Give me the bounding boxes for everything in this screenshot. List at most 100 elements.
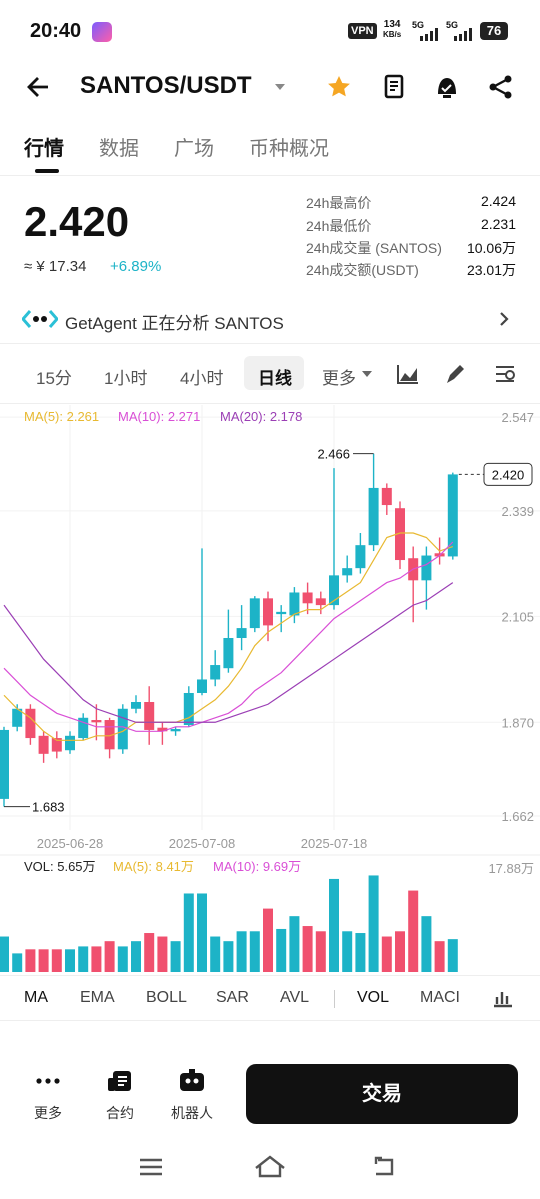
candle-body	[421, 555, 432, 581]
net-type: 5G	[446, 20, 459, 30]
volume-bar	[395, 931, 405, 972]
bottom-action[interactable]: 合约	[106, 1105, 134, 1121]
volume-bar	[157, 936, 168, 972]
more-icon	[36, 1078, 60, 1084]
indicator-tab[interactable]: EMA	[80, 989, 115, 1006]
volume-bar	[329, 878, 339, 972]
divider	[0, 1020, 540, 1021]
agent-banner[interactable]: GetAgent 正在分析 SANTOS	[65, 314, 284, 333]
chart-type-icon[interactable]	[396, 363, 420, 385]
indicator-tab[interactable]: BOLL	[146, 989, 187, 1006]
candle-body	[12, 708, 23, 727]
legend-entry: MA(20): 2.178	[220, 409, 302, 424]
y-tick-label: 2.547	[501, 410, 534, 425]
tab[interactable]: 数据	[99, 138, 139, 160]
vol-tick-label: 17.88万	[488, 861, 534, 876]
back-button[interactable]	[26, 74, 52, 100]
candle-body	[104, 720, 115, 750]
tab[interactable]: 币种概况	[249, 138, 329, 160]
candle-body	[131, 702, 141, 709]
dropdown-arrow	[275, 84, 285, 90]
x-tick-label: 2025-06-28	[37, 836, 104, 851]
volume-bar	[25, 949, 36, 972]
indicator-tab[interactable]: AVL	[280, 989, 310, 1006]
volume-bar	[434, 941, 445, 972]
interval[interactable]: 更多	[322, 369, 356, 388]
volume-bar	[0, 936, 9, 972]
alert-icon[interactable]	[434, 74, 460, 100]
favorite-star[interactable]	[326, 74, 352, 100]
stat-label: 24h成交量 (SANTOS)	[306, 240, 442, 256]
volume-bar	[408, 890, 419, 972]
contract-icon	[108, 1071, 131, 1091]
chevron	[500, 312, 509, 326]
candle-body	[249, 598, 260, 629]
trade-button[interactable]: 交易	[246, 1064, 518, 1124]
status-time: 20:40	[30, 20, 82, 42]
volume-bar	[302, 926, 313, 972]
volume-bar	[117, 946, 128, 972]
last-price: 2.420	[24, 198, 130, 245]
legend-entry: MA(10): 2.271	[118, 409, 200, 424]
divider	[0, 343, 540, 344]
candle-body	[117, 708, 128, 750]
volume-bar	[447, 939, 458, 972]
candle-body	[329, 575, 339, 606]
pair-title[interactable]: SANTOS/USDT	[80, 72, 252, 99]
volume-bar	[78, 946, 89, 972]
interval[interactable]: 1小时	[104, 369, 148, 388]
bottom-action[interactable]: 更多	[34, 1105, 62, 1121]
candle-body	[144, 702, 155, 730]
settings-icon[interactable]	[494, 363, 516, 385]
candle-body	[355, 545, 366, 569]
volume-bar	[144, 933, 155, 972]
volume-bar	[197, 893, 207, 972]
volume-bar	[210, 936, 221, 972]
candle-body	[447, 474, 458, 557]
interval[interactable]: 15分	[36, 369, 72, 388]
candle-body	[65, 735, 75, 751]
indicator-settings[interactable]	[492, 988, 514, 1008]
volume-bar	[421, 916, 432, 972]
volume-bar	[315, 931, 326, 972]
draw-icon[interactable]	[444, 363, 468, 387]
candle-body	[38, 735, 49, 754]
price-change: +6.89%	[110, 258, 162, 275]
candle-body	[395, 508, 405, 561]
candle-body	[276, 611, 287, 615]
cny-price: ≈ ¥ 17.34	[24, 258, 87, 275]
y-tick-label: 2.339	[501, 504, 534, 519]
volume-bar	[342, 931, 353, 972]
tab[interactable]: 广场	[174, 138, 214, 160]
ma-line	[3, 582, 454, 723]
max-label: 2.466	[317, 447, 350, 462]
stat-value: 23.01万	[466, 262, 516, 278]
bottom-action[interactable]: 机器人	[171, 1105, 213, 1121]
candle-body	[315, 598, 326, 606]
indicator-tab[interactable]: MACI	[420, 989, 460, 1006]
x-tick-label: 2025-07-08	[169, 836, 236, 851]
volume-bar	[289, 916, 300, 972]
tab[interactable]: 行情	[24, 138, 64, 160]
divider	[0, 975, 540, 976]
agent-logo	[22, 310, 58, 328]
stat-label: 24h最低价	[306, 218, 372, 234]
x-tick-label: 2025-07-18	[301, 836, 368, 851]
candle-body	[210, 665, 221, 680]
indicator-tab[interactable]: SAR	[216, 989, 249, 1006]
share-icon[interactable]	[488, 74, 514, 100]
notes-icon[interactable]	[382, 74, 406, 100]
indicator-tab[interactable]: MA	[24, 989, 48, 1006]
ma-line	[3, 541, 454, 732]
indicator-tab[interactable]: VOL	[357, 989, 390, 1006]
y-tick-label: 1.662	[501, 809, 534, 824]
candle-body	[78, 717, 89, 739]
volume-bar	[368, 875, 379, 972]
candle-body	[170, 729, 181, 732]
interval[interactable]: 日线	[258, 369, 292, 388]
interval[interactable]: 4小时	[180, 369, 224, 388]
stat-value: 2.231	[480, 216, 516, 232]
volume-bar	[381, 936, 392, 972]
